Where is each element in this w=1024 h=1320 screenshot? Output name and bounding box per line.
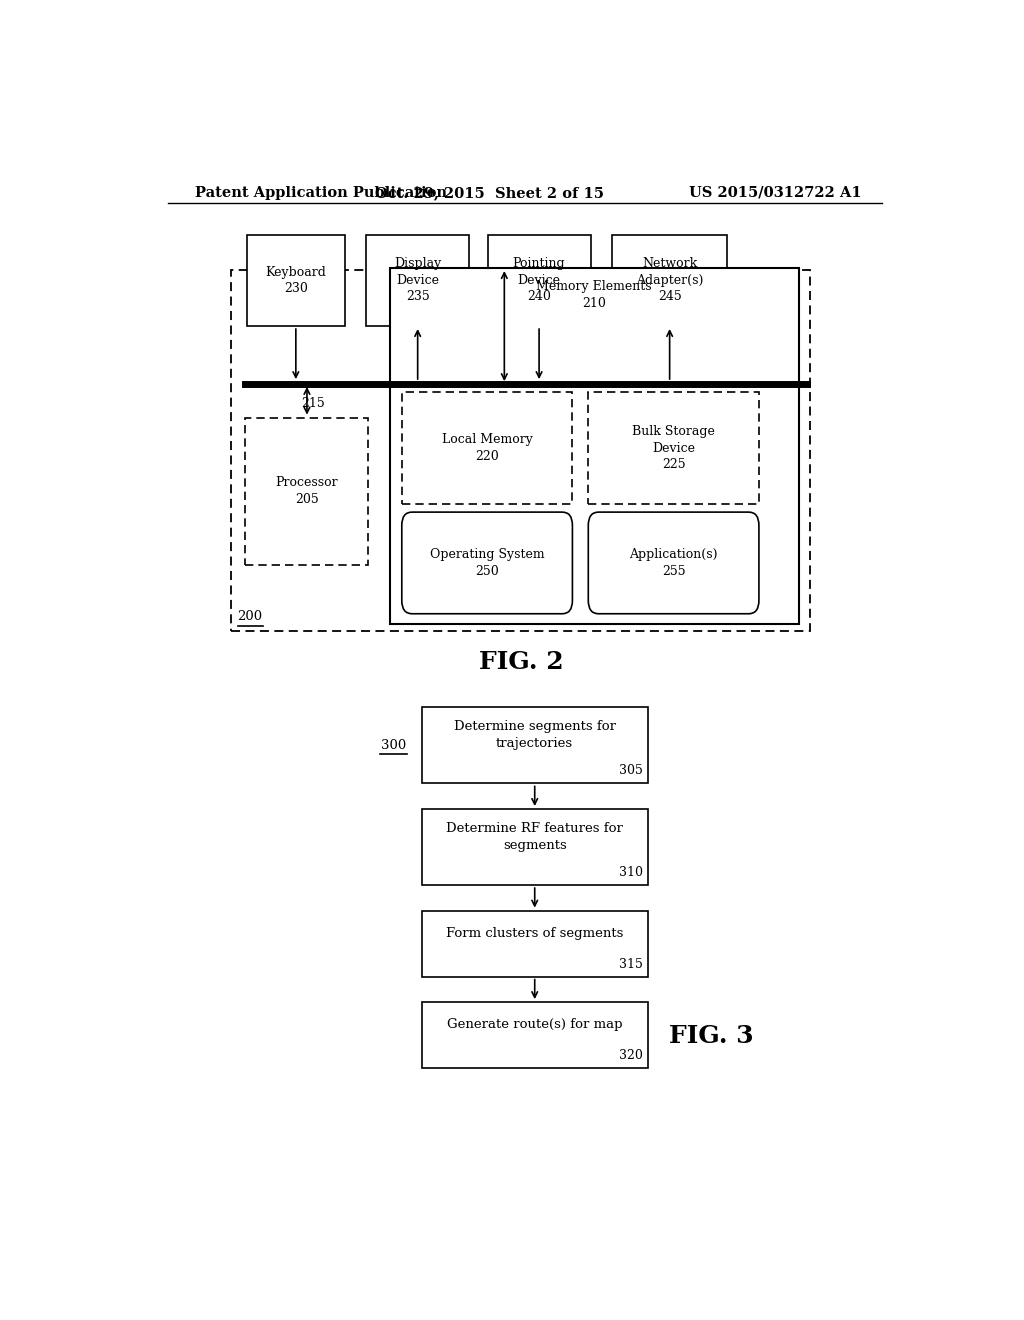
FancyBboxPatch shape	[612, 235, 727, 326]
Text: Patent Application Publication: Patent Application Publication	[196, 186, 447, 199]
FancyBboxPatch shape	[588, 392, 759, 504]
Text: Local Memory
220: Local Memory 220	[441, 433, 532, 463]
Text: FIG. 3: FIG. 3	[669, 1023, 754, 1048]
FancyBboxPatch shape	[487, 235, 591, 326]
Text: FIG. 2: FIG. 2	[478, 649, 563, 673]
Text: 215: 215	[301, 397, 325, 411]
Text: 320: 320	[620, 1049, 643, 1063]
FancyBboxPatch shape	[247, 235, 345, 326]
Text: Pointing
Device
240: Pointing Device 240	[513, 257, 565, 304]
FancyBboxPatch shape	[231, 271, 811, 631]
Text: Bulk Storage
Device
225: Bulk Storage Device 225	[632, 425, 715, 471]
Text: 200: 200	[238, 610, 262, 623]
Text: Network
Adapter(s)
245: Network Adapter(s) 245	[636, 257, 703, 304]
FancyBboxPatch shape	[422, 1002, 648, 1068]
Text: Form clusters of segments: Form clusters of segments	[446, 927, 624, 940]
Text: Memory Elements
210: Memory Elements 210	[537, 280, 652, 310]
Text: Determine RF features for
segments: Determine RF features for segments	[446, 822, 624, 851]
FancyBboxPatch shape	[367, 235, 469, 326]
Text: Generate route(s) for map: Generate route(s) for map	[446, 1019, 623, 1031]
FancyBboxPatch shape	[422, 809, 648, 886]
FancyBboxPatch shape	[246, 417, 369, 565]
Text: Determine segments for
trajectories: Determine segments for trajectories	[454, 721, 615, 750]
Text: Keyboard
230: Keyboard 230	[265, 265, 327, 296]
Text: 300: 300	[381, 739, 406, 752]
FancyBboxPatch shape	[588, 512, 759, 614]
Text: Display
Device
235: Display Device 235	[394, 257, 441, 304]
Text: 305: 305	[620, 764, 643, 777]
FancyBboxPatch shape	[401, 512, 572, 614]
FancyBboxPatch shape	[422, 911, 648, 977]
Text: 315: 315	[620, 957, 643, 970]
FancyBboxPatch shape	[422, 708, 648, 784]
Text: Application(s)
255: Application(s) 255	[630, 548, 718, 578]
FancyBboxPatch shape	[401, 392, 572, 504]
FancyBboxPatch shape	[390, 268, 799, 624]
Text: US 2015/0312722 A1: US 2015/0312722 A1	[689, 186, 862, 199]
Text: Oct. 29, 2015  Sheet 2 of 15: Oct. 29, 2015 Sheet 2 of 15	[375, 186, 603, 199]
Text: Operating System
250: Operating System 250	[430, 548, 545, 578]
Text: Processor
205: Processor 205	[275, 477, 338, 507]
Text: 310: 310	[620, 866, 643, 879]
